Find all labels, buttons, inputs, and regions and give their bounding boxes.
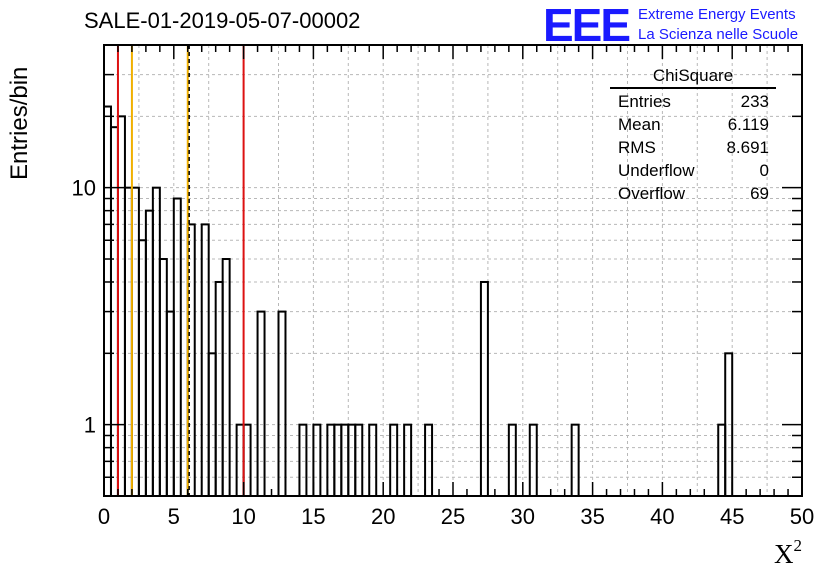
histogram-bar: [137, 239, 147, 497]
histogram-bar: [256, 310, 266, 497]
axis-ticks: [103, 45, 803, 496]
logo-letters: EEE: [543, 0, 631, 51]
stats-row-underflow: Underflow 0: [618, 161, 769, 180]
histogram-bar: [151, 186, 161, 498]
x-tick-label: 25: [441, 504, 465, 529]
x-tick-label: 0: [98, 504, 110, 529]
threshold-lines: [116, 45, 245, 496]
stats-row-mean: Mean 6.119: [618, 115, 769, 134]
y-axis-label: Entries/bin: [6, 66, 33, 180]
stats-row-rms: RMS 8.691: [618, 138, 769, 157]
stats-box: ChiSquare Entries 233 Mean 6.119 RMS 8.691 …: [610, 66, 776, 205]
histogram-bar: [103, 105, 112, 497]
x-tick-label: 20: [371, 504, 395, 529]
axis-tick-labels: 0 5 10 15 20 25 30 35 40 45 50 1 10: [72, 176, 815, 529]
stats-row-entries: Entries 233: [618, 92, 769, 111]
histogram-bar: [172, 197, 182, 498]
logo-line-2: La Scienza nelle Scuole: [638, 26, 799, 43]
y-tick-label: 1: [84, 413, 96, 438]
x-tick-label: 30: [511, 504, 535, 529]
chart-title: SALE-01-2019-05-07-00002: [84, 8, 361, 33]
logo-line-1: Extreme Energy Events: [638, 6, 796, 23]
x-axis-label: X2: [774, 536, 802, 570]
x-axis-label-base: X: [774, 539, 794, 569]
stats-title: ChiSquare: [610, 66, 776, 89]
histogram-bar: [277, 310, 287, 497]
x-tick-label: 40: [650, 504, 674, 529]
x-tick-label: 35: [580, 504, 604, 529]
histogram-bar: [116, 115, 126, 498]
histogram-bar: [165, 310, 175, 497]
histogram-bar: [479, 280, 489, 497]
histogram-bar: [221, 258, 231, 498]
histogram-bar: [214, 280, 224, 497]
x-tick-label: 5: [168, 504, 180, 529]
stats-row-overflow: Overflow 69: [618, 184, 769, 203]
histogram-bar: [200, 223, 210, 498]
y-tick-label: 10: [72, 176, 96, 201]
histogram-bar: [158, 258, 168, 498]
x-tick-label: 50: [790, 504, 814, 529]
grid-lines: [104, 45, 802, 496]
x-tick-label: 10: [231, 504, 255, 529]
x-axis-label-sup: 2: [793, 536, 803, 555]
x-tick-label: 15: [301, 504, 325, 529]
x-tick-label: 45: [720, 504, 744, 529]
histogram-bar: [130, 186, 140, 498]
histogram-bar: [123, 186, 133, 498]
